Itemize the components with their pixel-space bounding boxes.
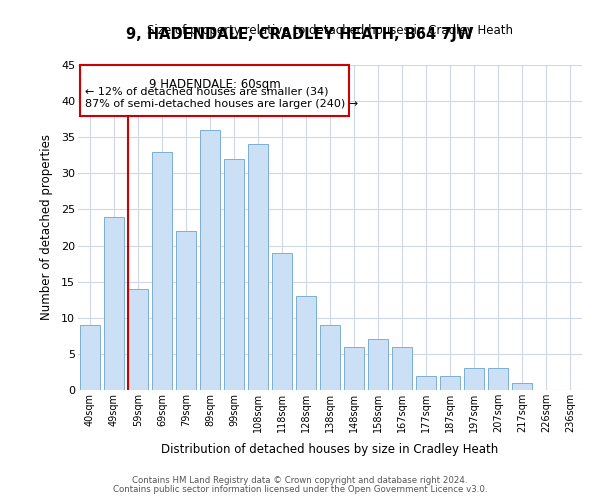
Bar: [128, 289, 148, 390]
Bar: [296, 296, 316, 390]
Bar: [152, 152, 172, 390]
Text: 9, HADENDALE, CRADLEY HEATH, B64 7JW: 9, HADENDALE, CRADLEY HEATH, B64 7JW: [127, 28, 473, 42]
Text: Contains public sector information licensed under the Open Government Licence v3: Contains public sector information licen…: [113, 485, 487, 494]
Title: Size of property relative to detached houses in Cradley Heath: Size of property relative to detached ho…: [147, 24, 513, 38]
Bar: [200, 130, 220, 390]
Bar: [104, 216, 124, 390]
X-axis label: Distribution of detached houses by size in Cradley Heath: Distribution of detached houses by size …: [161, 444, 499, 456]
Bar: [248, 144, 268, 390]
Y-axis label: Number of detached properties: Number of detached properties: [40, 134, 53, 320]
Text: 87% of semi-detached houses are larger (240) →: 87% of semi-detached houses are larger (…: [85, 99, 358, 109]
Text: ← 12% of detached houses are smaller (34): ← 12% of detached houses are smaller (34…: [85, 86, 329, 97]
Bar: [464, 368, 484, 390]
Bar: [392, 346, 412, 390]
Bar: [80, 325, 100, 390]
Bar: [440, 376, 460, 390]
Bar: [416, 376, 436, 390]
Bar: [176, 231, 196, 390]
Bar: [224, 159, 244, 390]
Bar: [344, 346, 364, 390]
Text: Contains HM Land Registry data © Crown copyright and database right 2024.: Contains HM Land Registry data © Crown c…: [132, 476, 468, 485]
Bar: [272, 253, 292, 390]
Bar: [512, 383, 532, 390]
Text: 9 HADENDALE: 60sqm: 9 HADENDALE: 60sqm: [149, 78, 281, 91]
Bar: [488, 368, 508, 390]
FancyBboxPatch shape: [80, 65, 349, 116]
Bar: [320, 325, 340, 390]
Bar: [368, 340, 388, 390]
